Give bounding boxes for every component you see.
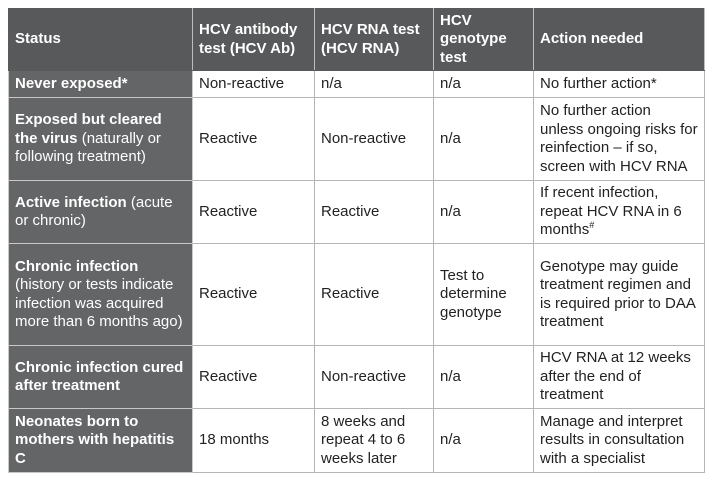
rna-cell: Non-reactive [314, 345, 434, 409]
action-cell: If recent infection, repeat HCV RNA in 6… [533, 180, 705, 244]
genotype-cell: Test to determine genotype [433, 243, 534, 346]
rna-cell: Reactive [314, 243, 434, 346]
ab-cell: Reactive [192, 243, 315, 346]
status-detail: (acute or chronic) [15, 193, 173, 230]
status-title: Exposed but cleared the virus [15, 111, 162, 147]
ab-cell: Reactive [192, 180, 315, 244]
header-cell: HCV antibody test (HCV Ab) [192, 8, 315, 71]
table-row: Chronic infection (history or tests indi… [8, 243, 705, 346]
table-body: Never exposed* Non-reactive n/a n/a No furth… [8, 70, 705, 473]
table-row: Chronic infection cured after treatment R… [8, 345, 705, 409]
action-text: Manage and interpret results in consulta… [540, 412, 685, 467]
action-cell: No further action* [533, 70, 705, 98]
status-cell: Neonates born to mothers with hepatitis … [8, 408, 193, 473]
action-cell: Manage and interpret results in consulta… [533, 408, 705, 473]
table-row: Neonates born to mothers with hepatitis … [8, 408, 705, 473]
status-cell: Active infection (acute or chronic) [8, 180, 193, 244]
action-text: No further action* [540, 74, 657, 92]
header-cell: Status [8, 8, 193, 71]
status-cell: Exposed but cleared the virus (naturally… [8, 97, 193, 181]
action-note: # [589, 220, 595, 231]
status-title: Chronic infection cured after treatment [15, 358, 184, 395]
ab-cell: Reactive [192, 345, 315, 409]
header-row: Status HCV antibody test (HCV Ab) HCV RNA … [8, 8, 705, 71]
genotype-cell: n/a [433, 180, 534, 244]
action-cell: No further action unless ongoing risks f… [533, 97, 705, 181]
ab-cell: 18 months [192, 408, 315, 473]
table-row: Never exposed* Non-reactive n/a n/a No furth… [8, 70, 705, 98]
status-cell: Never exposed* [8, 70, 193, 98]
rna-cell: n/a [314, 70, 434, 98]
rna-cell: 8 weeks and repeat 4 to 6 weeks later [314, 408, 434, 473]
header-cell: HCV RNA test (HCV RNA) [314, 8, 434, 71]
rna-cell: Non-reactive [314, 97, 434, 181]
header-cell: HCV genotype test [433, 8, 534, 71]
status-cell: Chronic infection (history or tests indi… [8, 243, 193, 346]
table-row: Exposed but cleared the virus (naturally… [8, 97, 705, 181]
header-cell: Action needed [533, 8, 705, 71]
action-text: If recent infection, repeat HCV RNA in 6… [540, 184, 682, 239]
genotype-cell: n/a [433, 70, 534, 98]
action-text: Genotype may guide treatment regimen and… [540, 257, 696, 331]
status-title: Neonates born to mothers with hepatitis … [15, 412, 175, 467]
action-cell: Genotype may guide treatment regimen and… [533, 243, 705, 346]
table-row: Active infection (acute or chronic) React… [8, 180, 705, 244]
action-text: HCV RNA at 12 weeks after the end of tre… [540, 349, 691, 404]
status-detail: (history or tests indicate infection was… [15, 276, 183, 330]
status-detail: (naturally or following treatment) [15, 129, 161, 166]
rna-cell: Reactive [314, 180, 434, 244]
status-title: Active infection [15, 193, 127, 211]
genotype-cell: n/a [433, 408, 534, 473]
action-text: No further action unless ongoing risks f… [540, 102, 698, 175]
action-cell: HCV RNA at 12 weeks after the end of tre… [533, 345, 705, 409]
status-title: Never exposed* [15, 74, 128, 92]
status-cell: Chronic infection cured after treatment [8, 345, 193, 409]
hcv-table: Status HCV antibody test (HCV Ab) HCV RNA … [8, 8, 705, 473]
status-title: Chronic infection [15, 257, 139, 275]
ab-cell: Non-reactive [192, 70, 315, 98]
ab-cell: Reactive [192, 97, 315, 181]
genotype-cell: n/a [433, 97, 534, 181]
genotype-cell: n/a [433, 345, 534, 409]
